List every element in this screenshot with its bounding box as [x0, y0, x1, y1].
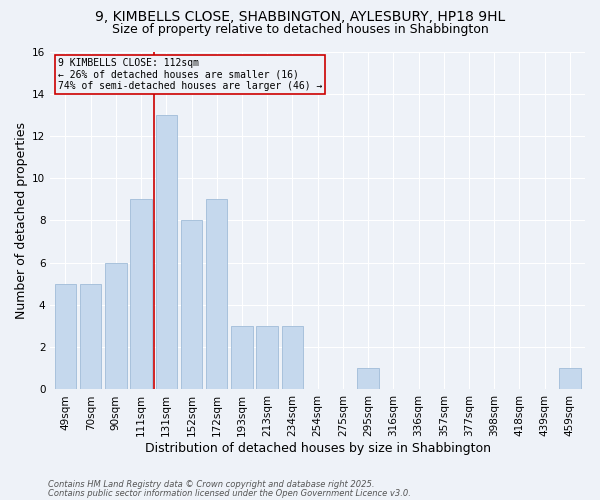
Text: 9 KIMBELLS CLOSE: 112sqm
← 26% of detached houses are smaller (16)
74% of semi-d: 9 KIMBELLS CLOSE: 112sqm ← 26% of detach… [58, 58, 322, 91]
Bar [358, 368, 379, 390]
Bar [155, 115, 177, 390]
Bar [80, 284, 101, 390]
Bar [55, 284, 76, 390]
Bar [206, 200, 227, 390]
Bar [559, 368, 581, 390]
Bar [105, 262, 127, 390]
Bar [231, 326, 253, 390]
Text: 9, KIMBELLS CLOSE, SHABBINGTON, AYLESBURY, HP18 9HL: 9, KIMBELLS CLOSE, SHABBINGTON, AYLESBUR… [95, 10, 505, 24]
Bar [281, 326, 303, 390]
Y-axis label: Number of detached properties: Number of detached properties [15, 122, 28, 319]
Text: Contains HM Land Registry data © Crown copyright and database right 2025.: Contains HM Land Registry data © Crown c… [48, 480, 374, 489]
Bar [130, 200, 152, 390]
Bar [181, 220, 202, 390]
Bar [256, 326, 278, 390]
X-axis label: Distribution of detached houses by size in Shabbington: Distribution of detached houses by size … [145, 442, 491, 455]
Text: Size of property relative to detached houses in Shabbington: Size of property relative to detached ho… [112, 22, 488, 36]
Text: Contains public sector information licensed under the Open Government Licence v3: Contains public sector information licen… [48, 488, 411, 498]
